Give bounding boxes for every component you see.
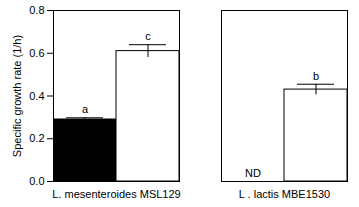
svg-text:ND: ND xyxy=(245,167,261,179)
svg-text:0.8: 0.8 xyxy=(29,4,44,16)
svg-text:0.4: 0.4 xyxy=(29,90,44,102)
svg-text:0.2: 0.2 xyxy=(29,132,44,144)
svg-text:Specific growth rate (1/h): Specific growth rate (1/h) xyxy=(11,35,23,157)
svg-text:c: c xyxy=(145,30,151,42)
svg-text:L . lactis MBE1530: L . lactis MBE1530 xyxy=(239,188,330,200)
svg-text:a: a xyxy=(82,103,89,115)
svg-text:0.0: 0.0 xyxy=(29,175,44,187)
svg-text:L. mesenteroides MSL129: L. mesenteroides MSL129 xyxy=(52,188,180,200)
svg-text:b: b xyxy=(313,70,319,82)
svg-text:0.6: 0.6 xyxy=(29,47,44,59)
